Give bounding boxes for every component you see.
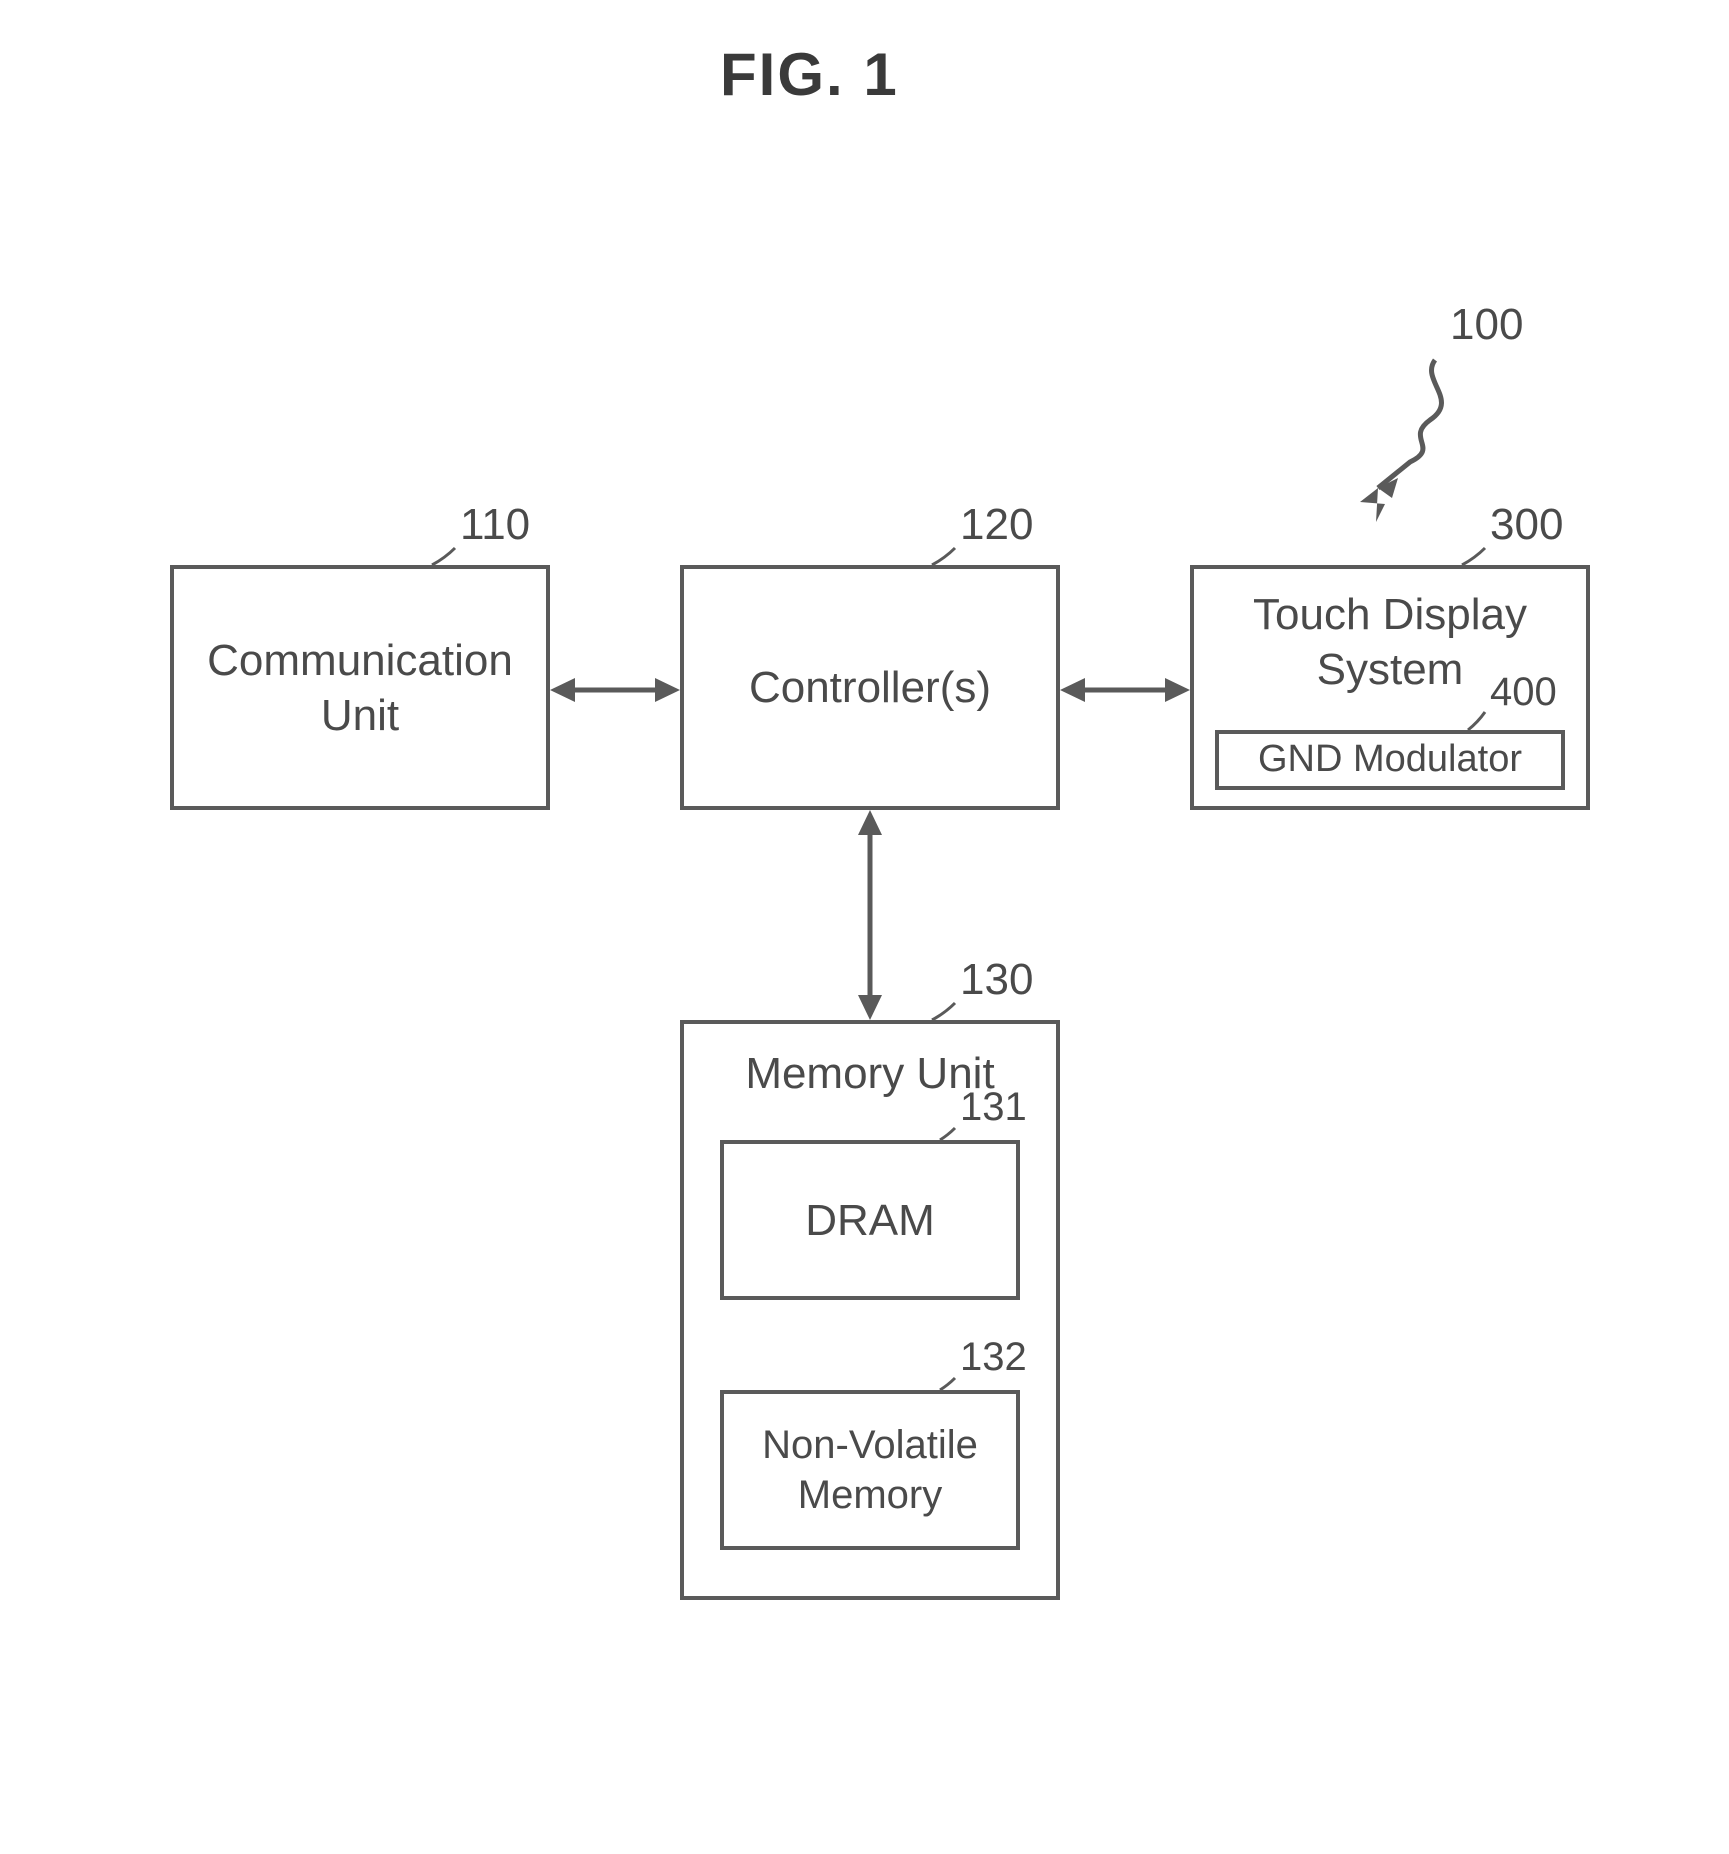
diagram-canvas: FIG. 1 100 CommunicationUnit 110 Control… [0, 0, 1729, 1854]
arrow-ctrl-mem [0, 0, 1729, 1854]
